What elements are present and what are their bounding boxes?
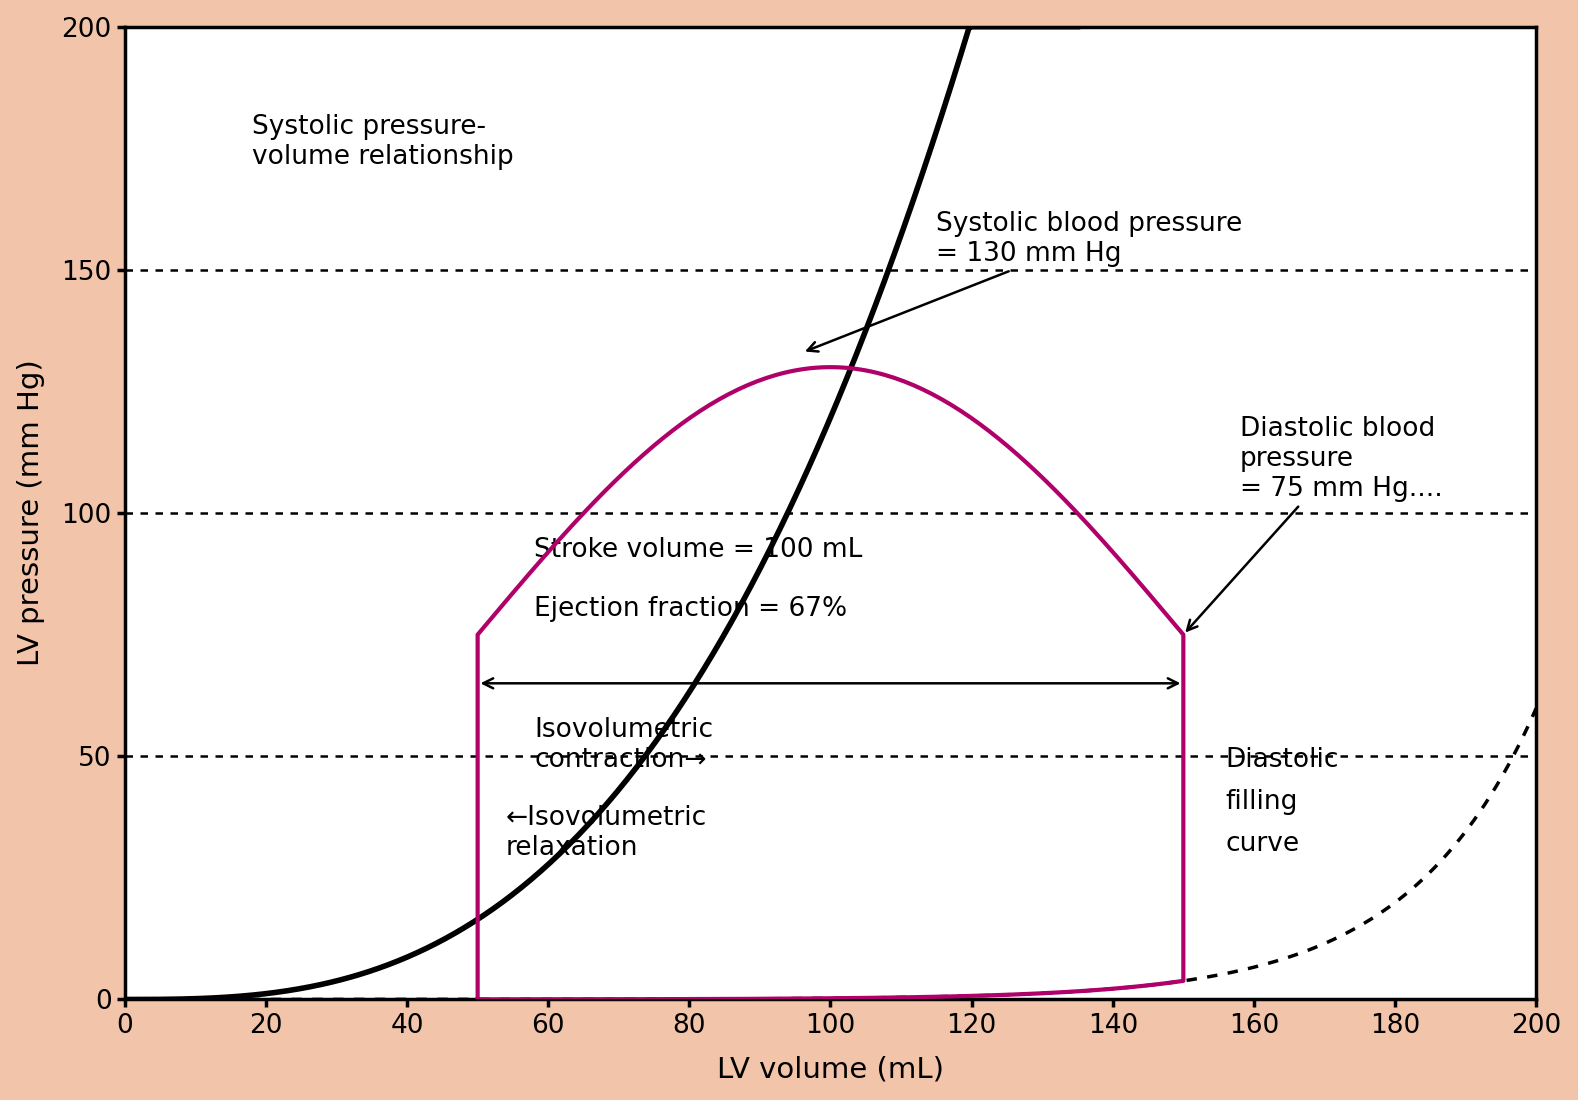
Text: Systolic pressure-
volume relationship: Systolic pressure- volume relationship: [252, 114, 513, 170]
X-axis label: LV volume (mL): LV volume (mL): [716, 1055, 944, 1084]
Text: Diastolic
filling
curve: Diastolic filling curve: [1226, 747, 1340, 857]
Y-axis label: LV pressure (mm Hg): LV pressure (mm Hg): [17, 360, 44, 667]
Text: Ejection fraction = 67%: Ejection fraction = 67%: [533, 596, 847, 622]
Text: Isovolumetric
contraction→: Isovolumetric contraction→: [533, 717, 713, 773]
Text: ←Isovolumetric
relaxation: ←Isovolumetric relaxation: [507, 805, 707, 861]
Text: Stroke volume = 100 mL: Stroke volume = 100 mL: [533, 538, 863, 563]
Text: Systolic blood pressure
= 130 mm Hg: Systolic blood pressure = 130 mm Hg: [808, 211, 1242, 352]
Text: Diastolic blood
pressure
= 75 mm Hg....: Diastolic blood pressure = 75 mm Hg....: [1187, 416, 1442, 630]
